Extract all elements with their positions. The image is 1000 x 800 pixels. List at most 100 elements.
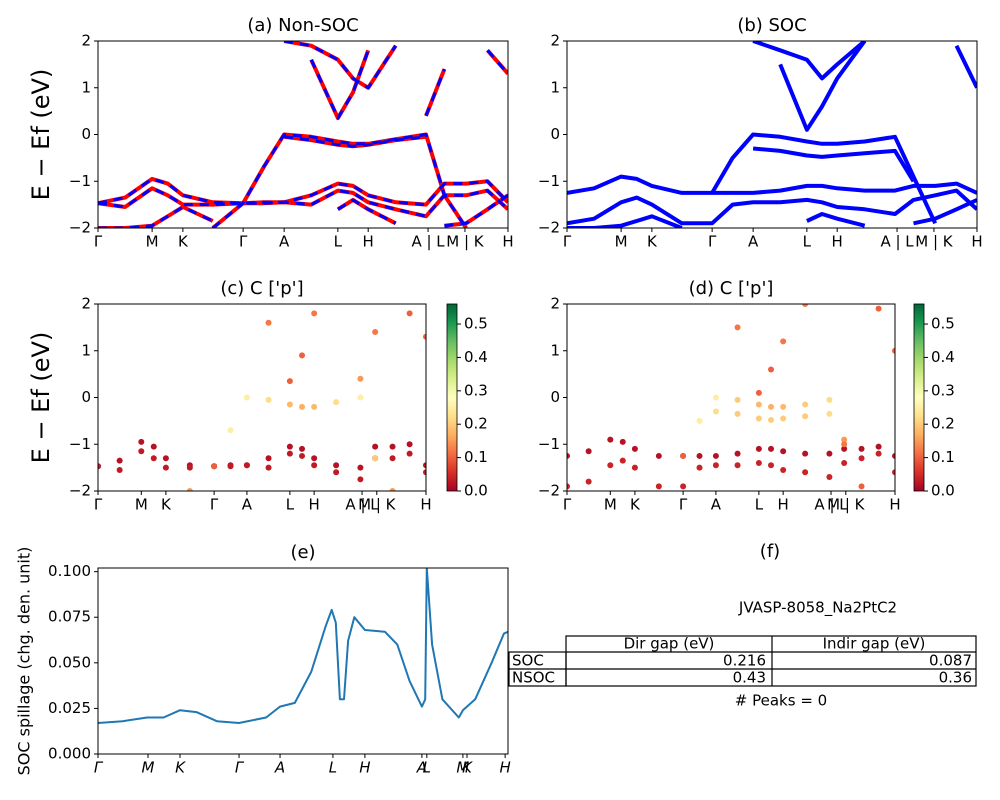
point <box>372 455 379 462</box>
y-tick-label: −2 <box>69 219 91 237</box>
x-tick-label: A | L <box>411 233 445 251</box>
panel-f: (f) JVASP-8058_Na2PtC2 Dir gap (eV) Indi… <box>508 541 977 710</box>
x-tick-label: H <box>502 233 513 251</box>
point <box>734 324 741 331</box>
y-tick-label: 1 <box>550 78 560 96</box>
y-tick-label: −2 <box>538 482 560 500</box>
point <box>138 438 145 445</box>
x-tick-label: H <box>309 496 320 514</box>
point <box>755 401 762 408</box>
colorbar-tick-label: 0.0 <box>931 482 955 500</box>
x-tick-label: Γ <box>94 233 103 251</box>
point <box>311 462 318 469</box>
x-tick-label: L <box>423 759 431 777</box>
band-line <box>211 133 468 228</box>
material-id: JVASP-8058_Na2PtC2 <box>738 599 897 618</box>
x-tick-label: Γ <box>210 496 219 514</box>
colorbar-tick-label: 0.3 <box>464 381 488 399</box>
point <box>299 452 306 459</box>
y-tick-label: −1 <box>538 435 560 453</box>
point <box>841 445 848 452</box>
column-header: Dir gap (eV) <box>624 635 715 653</box>
point <box>311 310 318 317</box>
colorbar-tick-label: 0.5 <box>931 315 955 333</box>
x-tick-label: M <box>146 233 159 251</box>
band-line <box>567 198 977 228</box>
point <box>311 403 318 410</box>
point <box>696 452 703 459</box>
point <box>826 410 833 417</box>
colorbar <box>446 303 458 492</box>
y-tick-label: 1 <box>550 341 560 359</box>
point <box>619 438 626 445</box>
x-tick-label: A <box>274 759 285 777</box>
point <box>357 375 364 382</box>
point <box>186 488 193 491</box>
y-tick-label: 1 <box>81 341 91 359</box>
y-tick-label: 0.025 <box>48 699 91 717</box>
point <box>680 452 687 459</box>
colorbar-tick-label: 0.5 <box>464 315 488 333</box>
x-tick-label: L <box>803 233 812 251</box>
plot-area <box>98 41 508 228</box>
y-tick-label: 1 <box>81 78 91 96</box>
panel-title: (f) <box>760 541 780 562</box>
plot-area <box>98 310 426 491</box>
point <box>389 443 396 450</box>
colorbar-tick-label: 0.4 <box>464 348 488 366</box>
point <box>162 464 169 471</box>
band-line <box>283 41 397 90</box>
point <box>567 452 570 459</box>
point <box>858 483 865 490</box>
point <box>768 366 775 373</box>
point <box>607 462 614 469</box>
plot-area <box>567 304 895 490</box>
point <box>712 452 719 459</box>
x-tick-label: K <box>175 759 186 777</box>
point <box>734 462 741 469</box>
axes-frame <box>97 567 509 755</box>
y-tick-label: −1 <box>69 172 91 190</box>
colorbar-tick-label: 0.0 <box>464 482 488 500</box>
point <box>875 450 882 457</box>
point <box>875 305 882 312</box>
panel-title: (c) C ['p'] <box>220 278 303 299</box>
point <box>567 483 570 490</box>
point <box>286 378 293 385</box>
x-tick-label: H <box>363 233 374 251</box>
y-tick-label: 0.000 <box>48 745 91 763</box>
point <box>116 457 123 464</box>
point <box>299 445 306 452</box>
point <box>607 436 614 443</box>
point <box>150 455 157 462</box>
y-tick-label: 2 <box>81 295 91 313</box>
point <box>619 457 626 464</box>
x-tick-label: Γ <box>235 759 245 777</box>
point <box>299 352 306 359</box>
x-tick-label: A | L <box>880 233 914 251</box>
point <box>802 401 809 408</box>
point <box>826 396 833 403</box>
point <box>712 394 719 401</box>
colorbar-tick-label: 0.2 <box>931 415 955 433</box>
x-tick-label: K <box>462 759 473 777</box>
point <box>712 408 719 415</box>
y-tick-label: 0 <box>81 125 91 143</box>
x-tick-label: Γ <box>94 759 104 777</box>
row-label: NSOC <box>512 669 555 687</box>
band-line <box>752 146 916 183</box>
point <box>162 455 169 462</box>
point <box>892 469 895 476</box>
point <box>389 488 396 491</box>
point <box>802 450 809 457</box>
x-tick-label: M <box>615 233 628 251</box>
point <box>712 462 719 469</box>
point <box>734 450 741 457</box>
point <box>227 463 234 470</box>
x-tick-label: A <box>416 759 427 777</box>
x-tick-label: Γ <box>563 496 572 514</box>
